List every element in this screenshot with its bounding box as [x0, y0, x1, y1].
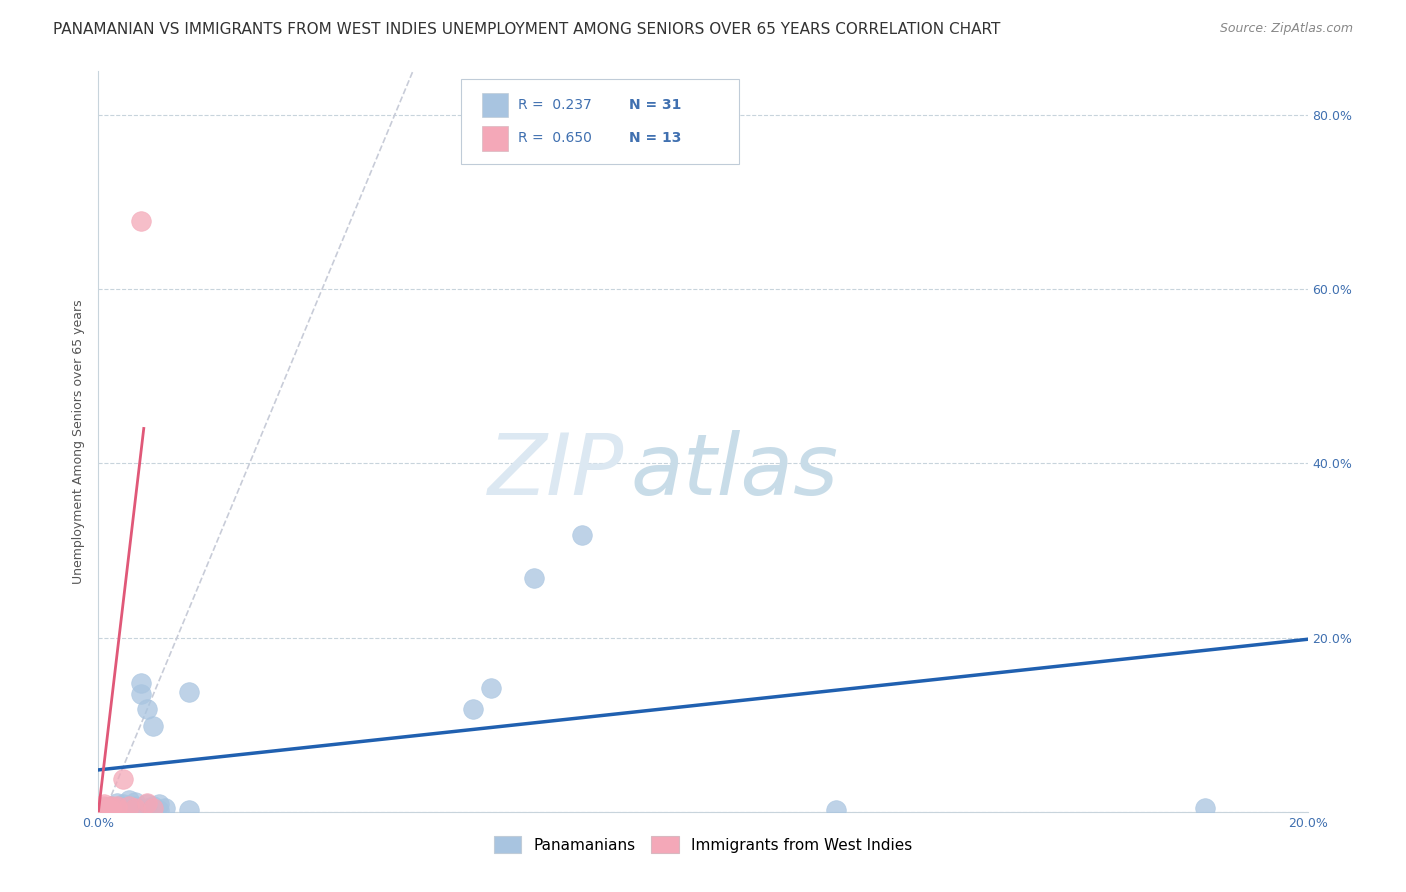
Point [111, 772, 134, 786]
Text: PANAMANIAN VS IMMIGRANTS FROM WEST INDIES UNEMPLOYMENT AMONG SENIORS OVER 65 YEA: PANAMANIAN VS IMMIGRANTS FROM WEST INDIE… [53, 22, 1001, 37]
Point [179, 803, 201, 817]
Point [111, 797, 134, 811]
Legend: Panamanians, Immigrants from West Indies: Panamanians, Immigrants from West Indies [488, 830, 918, 860]
Point [93, 797, 115, 811]
Point [571, 527, 593, 541]
Point [100, 799, 122, 814]
Point [523, 571, 546, 585]
FancyBboxPatch shape [461, 78, 740, 164]
Point [129, 214, 152, 228]
Point [124, 801, 146, 815]
Text: R =  0.237: R = 0.237 [517, 98, 592, 112]
Text: ZIP: ZIP [488, 430, 624, 513]
Point [100, 799, 122, 814]
Point [124, 798, 146, 813]
Point [179, 684, 201, 698]
Point [1194, 801, 1216, 815]
Point [148, 803, 170, 817]
Point [124, 800, 146, 814]
Point [124, 795, 146, 809]
Point [129, 803, 152, 817]
Point [135, 801, 157, 815]
FancyBboxPatch shape [482, 126, 509, 151]
Point [153, 801, 176, 815]
Point [135, 797, 157, 811]
Point [118, 801, 141, 815]
Point [135, 702, 157, 716]
Y-axis label: Unemployment Among Seniors over 65 years: Unemployment Among Seniors over 65 years [72, 299, 86, 584]
Point [825, 803, 848, 817]
Point [93, 798, 115, 813]
Text: R =  0.650: R = 0.650 [517, 131, 592, 145]
Point [135, 796, 157, 810]
Point [481, 681, 503, 695]
Point [129, 675, 152, 690]
Point [142, 798, 165, 813]
Point [463, 702, 485, 716]
Text: N = 31: N = 31 [630, 98, 682, 112]
Point [142, 719, 165, 733]
Point [118, 798, 141, 813]
Point [105, 801, 128, 815]
Point [142, 801, 165, 815]
Point [111, 800, 134, 814]
Text: N = 13: N = 13 [630, 131, 682, 145]
Point [105, 801, 128, 815]
Text: Source: ZipAtlas.com: Source: ZipAtlas.com [1219, 22, 1353, 36]
Text: atlas: atlas [630, 430, 838, 513]
Point [118, 793, 141, 807]
Point [93, 800, 115, 814]
Point [93, 801, 115, 815]
Point [118, 798, 141, 813]
FancyBboxPatch shape [482, 93, 509, 118]
Point [100, 803, 122, 817]
Point [105, 796, 128, 810]
Point [148, 797, 170, 811]
Point [129, 687, 152, 701]
Point [105, 798, 128, 813]
